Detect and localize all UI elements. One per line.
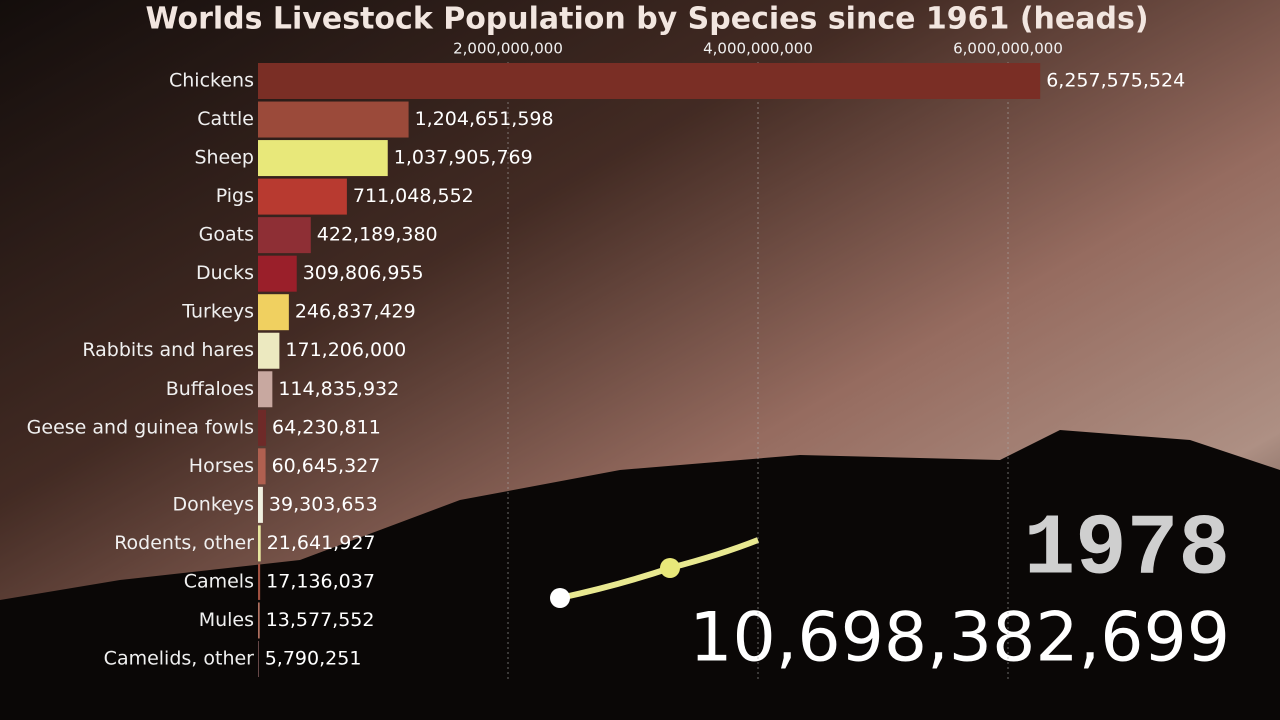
value-label: 1,037,905,769	[394, 147, 533, 169]
bar	[258, 486, 263, 523]
y-tick-label: Horses	[189, 455, 254, 477]
plot: 2,000,000,000 4,000,000,000 6,000,000,000 C…	[27, 40, 1185, 680]
value-label: 5,790,251	[265, 648, 362, 670]
value-label: 309,806,955	[303, 262, 424, 284]
y-tick-label: Ducks	[196, 262, 254, 284]
bar	[258, 217, 311, 254]
bar	[258, 140, 388, 177]
y-tick-label: Camelids, other	[104, 648, 255, 670]
value-label: 246,837,429	[295, 301, 416, 323]
bar	[258, 63, 1041, 99]
bar	[258, 525, 261, 562]
trend-point	[550, 588, 570, 608]
y-tick-label: Rodents, other	[114, 532, 254, 554]
bar	[258, 178, 347, 215]
chart-title: Worlds Livestock Population by Species s…	[145, 2, 1148, 37]
bar	[258, 563, 261, 600]
y-tick-label: Chickens	[169, 70, 254, 92]
value-label: 60,645,327	[272, 455, 381, 477]
y-tick-label: Sheep	[194, 147, 254, 169]
value-label: 1,204,651,598	[415, 108, 554, 130]
y-tick-label: Pigs	[216, 185, 254, 207]
bar	[258, 371, 273, 408]
x-tick-label: 2,000,000,000	[453, 40, 563, 58]
trend-point	[660, 558, 680, 578]
x-tick-label: 4,000,000,000	[703, 40, 813, 58]
value-label: 39,303,653	[269, 493, 378, 515]
value-label: 711,048,552	[353, 185, 474, 207]
bar	[258, 602, 260, 639]
y-tick-label: Camels	[184, 570, 254, 592]
value-label: 6,257,575,524	[1046, 70, 1185, 92]
value-label: 21,641,927	[267, 532, 376, 554]
y-tick-label: Rabbits and hares	[82, 339, 254, 361]
value-label: 114,835,932	[278, 378, 399, 400]
total-label: 10,698,382,699	[689, 599, 1230, 678]
bar	[258, 332, 280, 369]
bar	[258, 255, 297, 292]
y-tick-label: Goats	[199, 224, 254, 246]
x-tick-label: 6,000,000,000	[953, 40, 1063, 58]
y-tick-label: Turkeys	[181, 301, 254, 323]
value-label: 171,206,000	[285, 339, 406, 361]
bar	[258, 409, 267, 446]
value-label: 13,577,552	[266, 609, 375, 631]
bar	[258, 448, 266, 485]
y-tick-label: Buffaloes	[166, 378, 254, 400]
bar	[258, 641, 259, 677]
bar	[258, 101, 409, 138]
value-label: 422,189,380	[317, 224, 438, 246]
value-label: 64,230,811	[272, 416, 381, 438]
y-tick-label: Donkeys	[173, 493, 254, 515]
y-tick-label: Cattle	[197, 108, 254, 130]
y-tick-label: Mules	[199, 609, 254, 631]
year-label: 1978	[1024, 501, 1230, 599]
value-label: 17,136,037	[266, 570, 375, 592]
y-tick-label: Geese and guinea fowls	[27, 416, 254, 438]
bar	[258, 294, 289, 331]
